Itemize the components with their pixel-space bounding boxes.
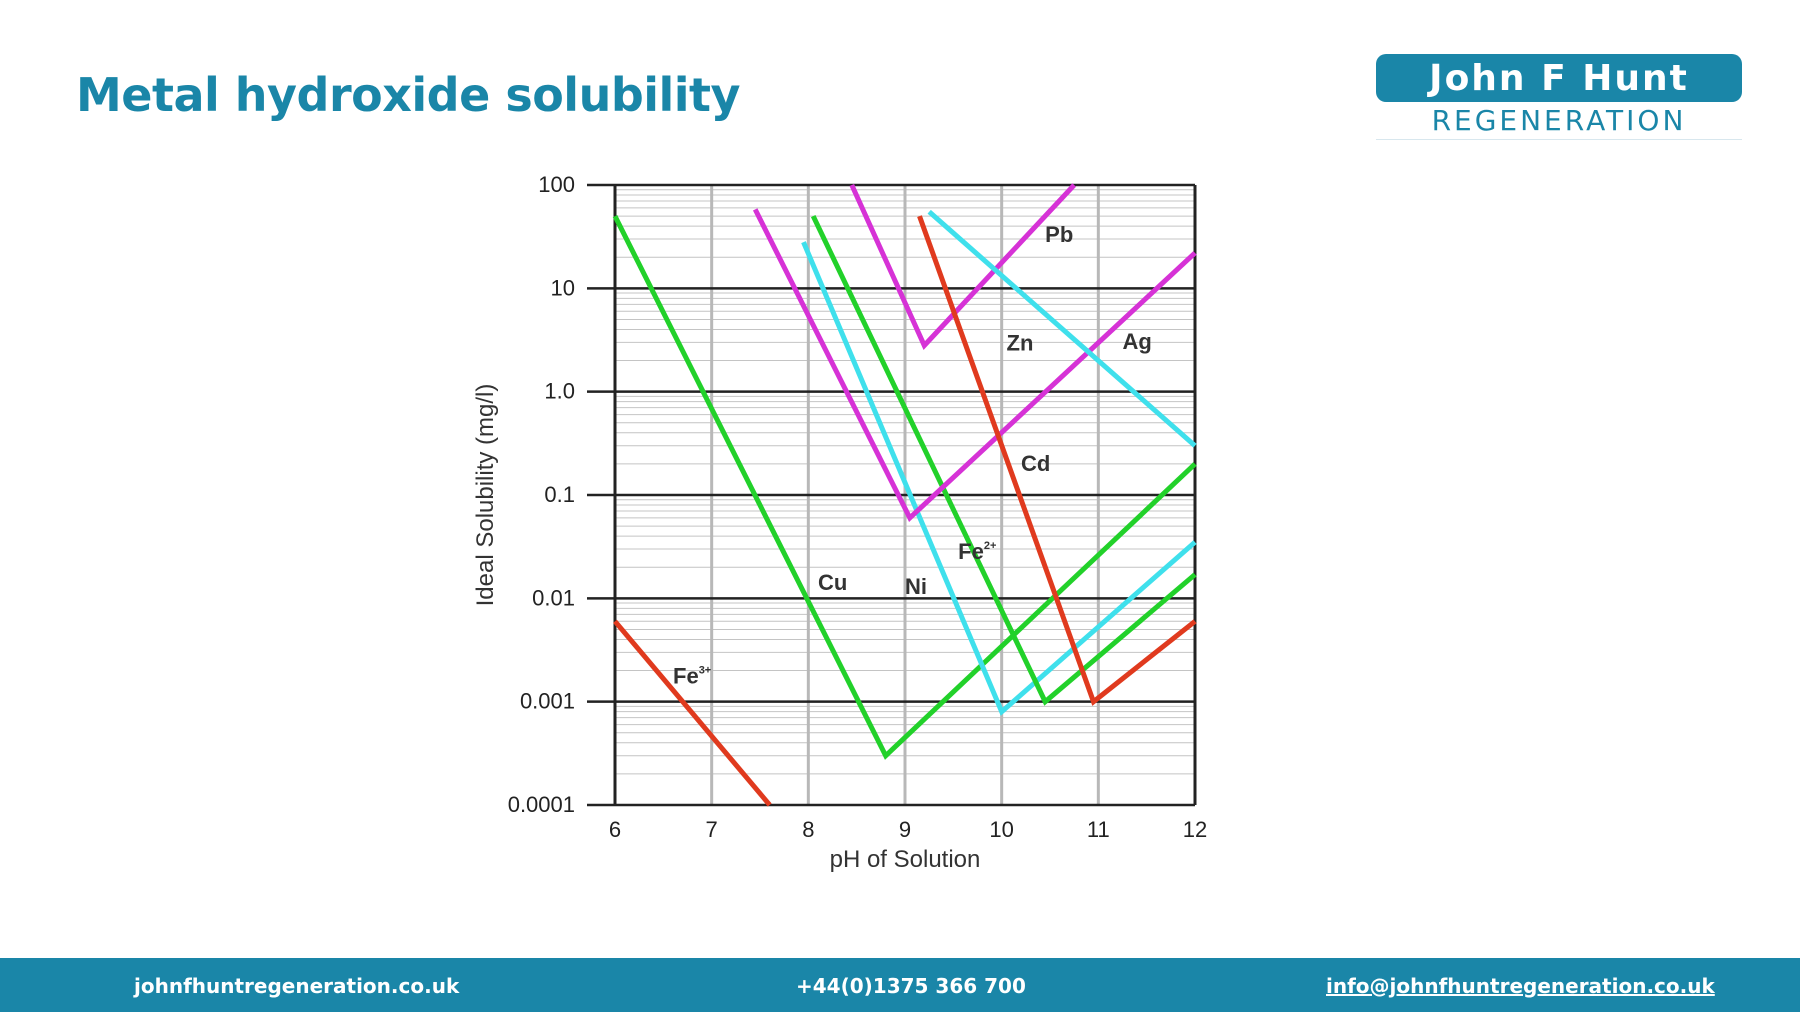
- x-tick-label: 12: [1183, 817, 1207, 842]
- x-tick-label: 8: [802, 817, 814, 842]
- x-tick-label: 9: [899, 817, 911, 842]
- series-line-pb: [849, 183, 1077, 350]
- series-label-zn: Zn: [1007, 331, 1034, 356]
- series-line-fe2: [810, 215, 1197, 706]
- y-tick-label: 0.01: [532, 585, 575, 610]
- solubility-chart: 100 10 1.0 0.1 0.01 0.001 0.0001 6 7 8 9 10 11 12 pH o…: [472, 172, 1207, 873]
- series-label-fe2: Fe2+: [958, 539, 996, 564]
- y-tick-label: 100: [538, 172, 575, 197]
- x-tick-label: 10: [989, 817, 1013, 842]
- series-label-pb: Pb: [1045, 222, 1073, 247]
- y-tick-label: 1.0: [544, 379, 575, 404]
- series-label-cu: Cu: [818, 570, 847, 595]
- y-axis-title: Ideal Solubility (mg/l): [472, 384, 499, 607]
- company-logo: John F Hunt REGENERATION: [1376, 54, 1742, 140]
- series-label-ni: Ni: [905, 574, 927, 599]
- footer-email-link[interactable]: info@johnfhuntregeneration.co.uk: [1326, 974, 1715, 998]
- series-label-ag: Ag: [1123, 329, 1152, 354]
- series-line-fe3: [613, 619, 772, 807]
- x-axis-title: pH of Solution: [830, 846, 981, 873]
- y-tick-label: 0.1: [544, 482, 575, 507]
- x-tick-label: 7: [706, 817, 718, 842]
- footer-bar: johnfhuntregeneration.co.uk +44(0)1375 3…: [0, 958, 1800, 1012]
- slide-title: Metal hydroxide solubility: [76, 68, 741, 122]
- x-tick-label: 11: [1087, 817, 1110, 842]
- x-tick-label: 6: [609, 817, 621, 842]
- y-tick-label: 10: [551, 275, 575, 300]
- series-line-cd: [917, 215, 1197, 706]
- logo-wordmark: John F Hunt: [1376, 54, 1742, 102]
- series-line-cu: [612, 214, 1197, 760]
- footer-phone: +44(0)1375 366 700: [796, 974, 1026, 998]
- series-label-fe3: Fe3+: [673, 663, 711, 688]
- series-line-zn: [752, 208, 1197, 523]
- series-label-cd: Cd: [1021, 451, 1050, 476]
- y-tick-label: 0.0001: [508, 792, 575, 817]
- series-line-ag: [927, 209, 1197, 448]
- footer-website-link[interactable]: johnfhuntregeneration.co.uk: [134, 974, 460, 998]
- logo-tagline: REGENERATION: [1376, 104, 1742, 140]
- series-line-ni: [801, 241, 1197, 716]
- y-tick-label: 0.001: [520, 689, 575, 714]
